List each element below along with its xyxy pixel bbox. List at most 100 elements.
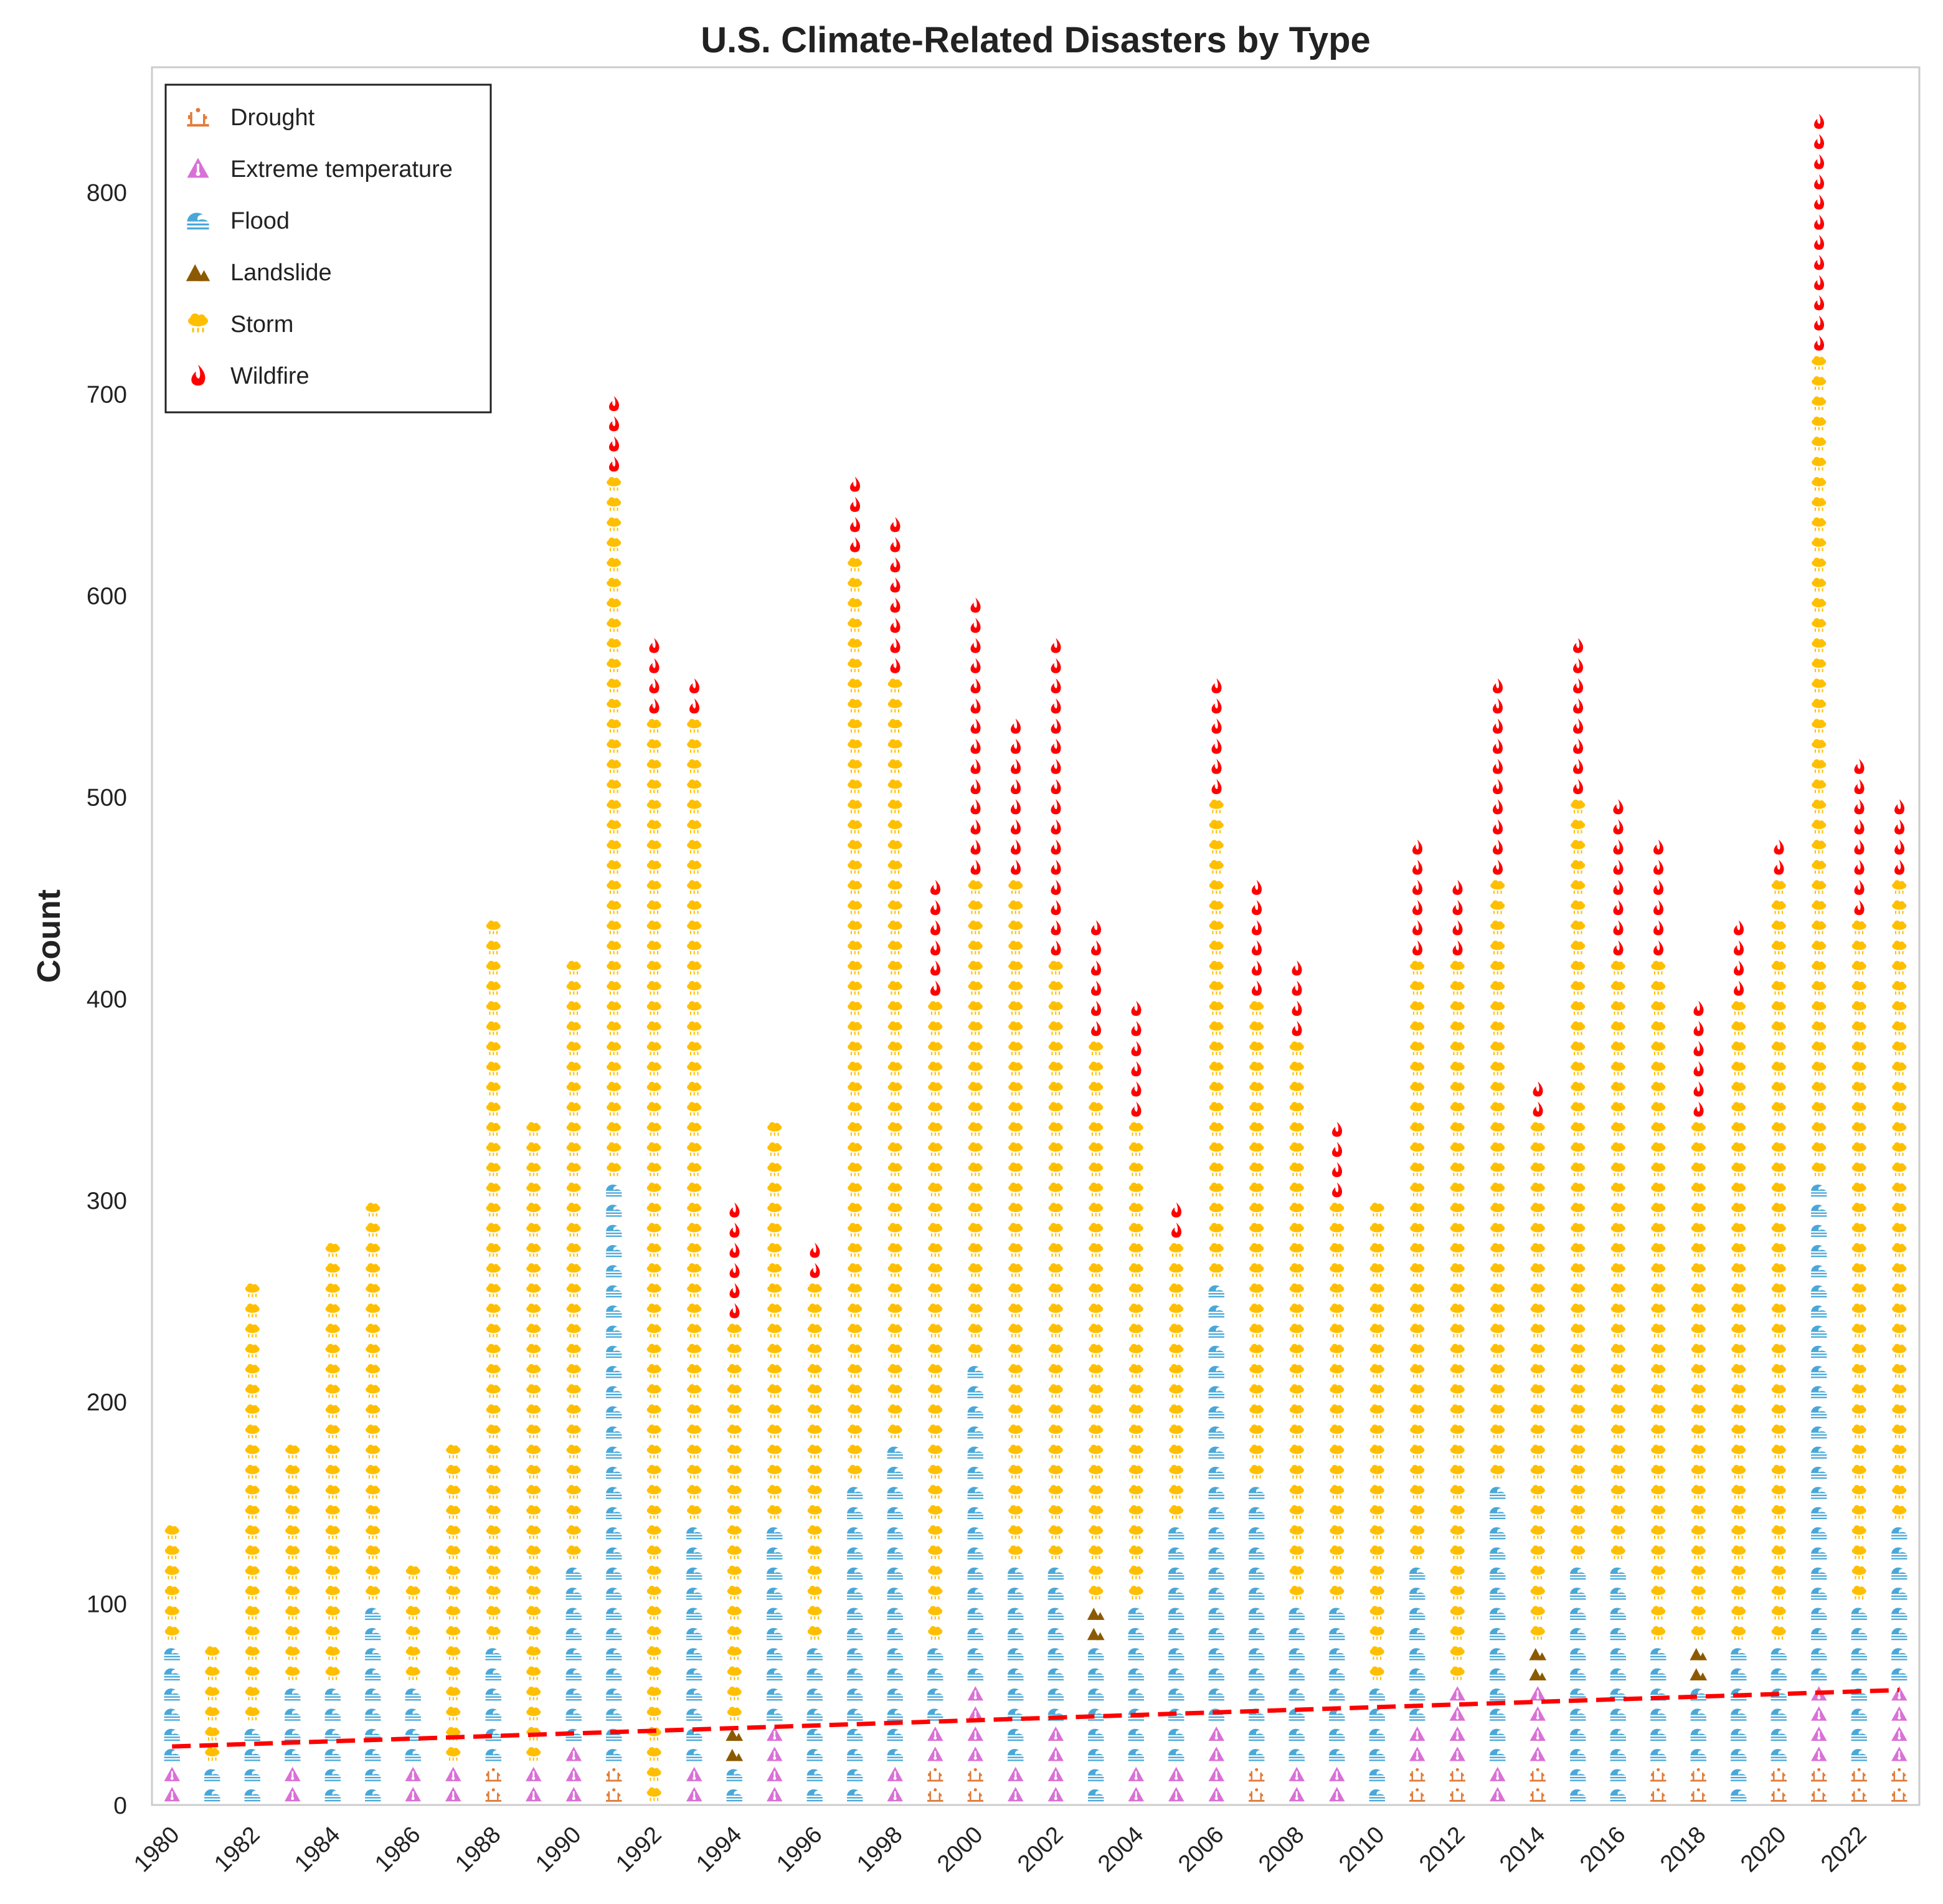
- storm-cloud-icon: [607, 1102, 622, 1116]
- storm-cloud-icon: [566, 1021, 581, 1035]
- wave-icon: [565, 1608, 582, 1620]
- column-1986: [405, 1565, 421, 1802]
- wave-icon: [285, 1708, 301, 1721]
- x-tick-label: 2018: [1655, 1822, 1711, 1877]
- storm-cloud-icon: [646, 1102, 661, 1116]
- storm-cloud-icon: [687, 1203, 702, 1217]
- wave-icon: [606, 1244, 622, 1257]
- storm-cloud-icon: [526, 1606, 541, 1620]
- storm-cloud-icon: [687, 1142, 702, 1156]
- wave-icon: [244, 1728, 260, 1741]
- storm-cloud-icon: [727, 1686, 742, 1700]
- storm-cloud-icon: [646, 820, 661, 834]
- desert-cactus-icon: [606, 1788, 622, 1802]
- storm-cloud-icon: [366, 1324, 381, 1338]
- storm-cloud-icon: [566, 1142, 581, 1156]
- storm-cloud-icon: [526, 1384, 541, 1398]
- wave-icon: [767, 1668, 783, 1681]
- storm-cloud-icon: [607, 940, 622, 955]
- storm-cloud-icon: [646, 860, 661, 874]
- storm-cloud-icon: [566, 1404, 581, 1418]
- storm-cloud-icon: [767, 1404, 782, 1418]
- storm-cloud-icon: [446, 1444, 461, 1459]
- x-tick-label: 2012: [1414, 1822, 1470, 1877]
- storm-cloud-icon: [325, 1545, 340, 1560]
- wave-icon: [485, 1728, 501, 1741]
- storm-cloud-icon: [325, 1384, 340, 1398]
- storm-cloud-icon: [366, 1424, 381, 1439]
- wave-icon: [686, 1708, 702, 1721]
- storm-cloud-icon: [646, 1545, 661, 1560]
- storm-cloud-icon: [526, 1485, 541, 1499]
- storm-cloud-icon: [687, 820, 702, 834]
- storm-cloud-icon: [767, 1384, 782, 1398]
- storm-cloud-icon: [767, 1464, 782, 1479]
- thermometer-warning-icon: [767, 1746, 783, 1761]
- wave-icon: [164, 1749, 180, 1761]
- storm-cloud-icon: [687, 799, 702, 813]
- wave-icon: [365, 1708, 381, 1721]
- wave-icon: [606, 1668, 622, 1681]
- storm-cloud-icon: [526, 1626, 541, 1640]
- wave-icon: [365, 1608, 381, 1620]
- storm-cloud-icon: [405, 1586, 420, 1599]
- wave-icon: [565, 1708, 582, 1721]
- storm-cloud-icon: [245, 1343, 260, 1358]
- wave-icon: [324, 1708, 341, 1721]
- storm-cloud-icon: [607, 1001, 622, 1015]
- storm-cloud-icon: [646, 1343, 661, 1358]
- storm-cloud-icon: [566, 981, 581, 995]
- storm-cloud-icon: [646, 739, 661, 753]
- storm-cloud-icon: [646, 1041, 661, 1056]
- storm-cloud-icon: [607, 638, 622, 652]
- column-1984: [324, 1243, 341, 1802]
- x-tick-label: 1980: [129, 1822, 184, 1877]
- storm-cloud-icon: [646, 1283, 661, 1297]
- storm-cloud-icon: [486, 1606, 501, 1620]
- storm-cloud-icon: [607, 497, 622, 511]
- storm-cloud-icon: [687, 1283, 702, 1297]
- storm-cloud-icon: [366, 1485, 381, 1499]
- wave-icon: [686, 1728, 702, 1741]
- legend-box: [164, 83, 492, 414]
- storm-cloud-icon: [566, 1102, 581, 1116]
- storm-cloud-icon: [767, 1324, 782, 1338]
- storm-cloud-icon: [446, 1666, 461, 1680]
- storm-cloud-icon: [285, 1646, 300, 1660]
- storm-cloud-icon: [687, 1021, 702, 1035]
- storm-cloud-icon: [486, 1162, 501, 1177]
- wave-icon: [767, 1708, 783, 1721]
- x-tick-label: 1982: [209, 1822, 265, 1877]
- x-tick-labels: 1980 1982 1984 1986 1988 1990 1992 1994 1996 1998…: [129, 1822, 1871, 1877]
- storm-cloud-icon: [325, 1324, 340, 1338]
- storm-cloud-icon: [767, 1444, 782, 1459]
- storm-cloud-icon: [325, 1626, 340, 1640]
- x-tick-label: 1998: [852, 1822, 907, 1877]
- storm-cloud-icon: [566, 1363, 581, 1378]
- storm-cloud-icon: [486, 1565, 501, 1580]
- wave-icon: [565, 1627, 582, 1641]
- storm-cloud-icon: [486, 1081, 501, 1096]
- storm-cloud-icon: [687, 1081, 702, 1096]
- storm-cloud-icon: [366, 1464, 381, 1479]
- storm-cloud-icon: [366, 1303, 381, 1317]
- storm-cloud-icon: [325, 1485, 340, 1499]
- wave-icon: [485, 1668, 501, 1681]
- mountain-icon: [726, 1748, 744, 1761]
- x-tick-label: 2004: [1093, 1822, 1148, 1877]
- column-1992: [646, 638, 661, 1801]
- mountain-icon: [726, 1728, 744, 1741]
- storm-cloud-icon: [566, 1061, 581, 1076]
- column-1995: [767, 1122, 783, 1802]
- storm-cloud-icon: [486, 1363, 501, 1378]
- wave-icon: [767, 1688, 783, 1701]
- storm-cloud-icon: [566, 1384, 581, 1398]
- thermometer-warning-icon: [285, 1766, 301, 1781]
- storm-cloud-icon: [767, 1343, 782, 1358]
- storm-cloud-icon: [486, 1102, 501, 1116]
- x-tick-label: 1988: [450, 1822, 506, 1877]
- storm-cloud-icon: [486, 1263, 501, 1277]
- storm-cloud-icon: [325, 1646, 340, 1660]
- storm-cloud-icon: [446, 1686, 461, 1700]
